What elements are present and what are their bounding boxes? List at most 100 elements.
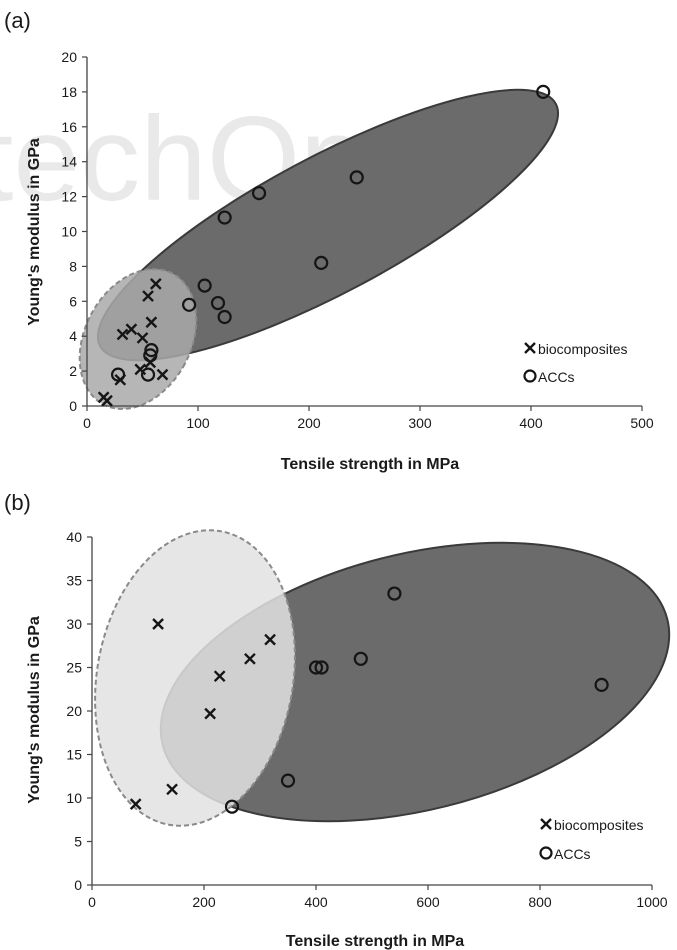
chart-a-legend-biocomposites: biocomposites	[538, 341, 628, 357]
chart-b-biocomposite-point	[213, 670, 226, 683]
chart-a-legend-x-glyph-stroke-2	[524, 342, 536, 354]
chart-a-acc-point	[143, 348, 158, 363]
chart-a-biocomposite-point-stroke-2	[125, 323, 138, 336]
chart-a-y-tick-label: 16	[61, 119, 77, 135]
chart-a-x-tick-label: 200	[297, 415, 321, 431]
chart-b-y-tick-label: 10	[66, 790, 82, 806]
chart-a-legend-o-glyph	[523, 369, 537, 383]
chart-a-regions	[78, 88, 560, 410]
chart-a-acc-point	[140, 367, 156, 382]
chart-b-biocomposite-point	[204, 707, 217, 720]
chart-b-y-tick-label: 25	[66, 660, 82, 676]
chart-a-y-axis-title: Young's modulus in GPa	[26, 138, 43, 326]
chart-a-marks	[97, 84, 551, 407]
chart-a-y-tick-label: 18	[61, 84, 77, 100]
chart-a-y-tick-label: 12	[61, 189, 77, 205]
chart-a-acc-point	[251, 186, 267, 201]
chart-b-legend-biocomposites: biocomposites	[554, 817, 644, 833]
chart-a-biocomposite-point	[136, 332, 149, 344]
chart-b-legend-o-glyph	[539, 846, 553, 860]
chart-b-biocomposite-point-stroke-2	[204, 707, 217, 720]
chart-a-legend: biocomposites ACCs	[523, 341, 628, 385]
panel-a-label: (a)	[4, 8, 31, 33]
chart-a-y-tick-label: 20	[61, 49, 77, 65]
chart-b-x-tick-label: 1000	[636, 894, 667, 910]
chart-b-biocomposite-point	[152, 618, 164, 630]
chart-b-biocomposite-point	[166, 783, 178, 796]
chart-a-acc-point	[182, 297, 197, 312]
chart-b-biocomposite-point-stroke-2	[213, 670, 226, 683]
chart-b-biocomposite-point-stroke-2	[129, 798, 142, 810]
chart-a-biocomposite-point-stroke-2	[156, 368, 169, 381]
chart-panel-b: 0 200 400 600 800 1000 0 5 10 15 20 25 30 35 40 (b) Te…	[4, 490, 671, 950]
chart-a-biocomposite-point-stroke-2	[142, 290, 154, 302]
chart-b-acc-point	[224, 799, 240, 814]
chart-a-x-tick-label: 300	[408, 415, 432, 431]
chart-a-biocomposite-point-stroke-2	[149, 278, 162, 290]
chart-b-y-tick-label: 20	[66, 703, 82, 719]
chart-b-y-tick-label: 0	[74, 877, 82, 893]
chart-b-acc-point	[314, 660, 329, 675]
chart-a-acc-point	[110, 367, 126, 382]
chart-b-x-tick-label: 800	[528, 894, 552, 910]
panel-b-label: (b)	[4, 490, 31, 515]
chart-a-biocomposite-point	[134, 363, 147, 376]
chart-a-x-tick-label: 0	[83, 415, 91, 431]
chart-b-regions	[94, 529, 671, 827]
chart-b-legend-accs: ACCs	[554, 846, 591, 862]
chart-a-biocomposite-point-stroke-2	[145, 316, 158, 329]
chart-a-x-tick-label: 500	[630, 415, 654, 431]
chart-a-acc-point	[349, 170, 364, 185]
chart-b-x-axis-title: Tensile strength in MPa	[286, 933, 465, 950]
chart-a-biocomposite-point-stroke-2	[101, 394, 113, 407]
chart-b-y-tick-label: 15	[66, 747, 82, 763]
chart-a-axes: 0 100 200 300 400 500 0 2 4 6 8 10 12 14 16 18 20	[61, 49, 653, 431]
chart-a-y-tick-label: 0	[69, 398, 77, 414]
chart-a-biocomposite-point-stroke-2	[136, 332, 149, 344]
chart-b-acc-point	[594, 677, 609, 693]
chart-a-acc-point	[144, 343, 159, 358]
chart-b-acc-point	[387, 586, 402, 601]
chart-a-x-tick-label: 400	[519, 415, 543, 431]
chart-a-legend-o-marker	[523, 369, 537, 383]
chart-b-biocomposite-point-stroke-2	[244, 652, 256, 665]
chart-b-y-tick-label: 30	[66, 616, 82, 632]
chart-b-x-tick-label: 600	[416, 894, 440, 910]
chart-b-legend: biocomposites ACCs	[539, 817, 644, 862]
chart-a-biocomposite-point	[101, 394, 113, 407]
chart-a-legend-x-marker	[524, 342, 536, 354]
biocomposites-region-b	[94, 529, 296, 827]
chart-b-legend-x-marker	[540, 818, 552, 830]
chart-b-marks	[129, 586, 609, 814]
chart-a-biocomposite-point	[142, 290, 154, 302]
chart-b-axes: 0 200 400 600 800 1000 0 5 10 15 20 25 30 35 40	[66, 529, 667, 910]
chart-b-biocomposite-point-stroke-2	[264, 633, 276, 646]
chart-a-acc-point	[314, 255, 329, 271]
chart-b-y-tick-label: 40	[66, 529, 82, 545]
chart-a-y-tick-label: 2	[69, 363, 77, 379]
chart-a-acc-point	[197, 278, 212, 293]
chart-b-biocomposite-point	[129, 798, 142, 810]
chart-a-y-tick-label: 6	[69, 293, 77, 309]
chart-a-acc-point	[210, 295, 226, 311]
chart-b-y-tick-label: 35	[66, 573, 82, 589]
chart-a-x-tick-label: 100	[186, 415, 210, 431]
chart-a-biocomposite-point	[156, 368, 169, 381]
chart-b-biocomposite-point	[244, 652, 256, 665]
chart-b-legend-o-marker	[539, 846, 553, 860]
chart-a-biocomposite-point-stroke-2	[116, 328, 129, 341]
chart-b-acc-point	[353, 651, 368, 666]
chart-panel-a: 0 100 200 300 400 500 0 2 4 6 8 10 12 14 16 18 20 (a) Te…	[4, 8, 654, 473]
chart-b-acc-point	[308, 660, 324, 675]
chart-b-biocomposite-point	[264, 633, 276, 646]
chart-a-legend-accs: ACCs	[538, 369, 575, 385]
chart-a-biocomposite-point	[125, 323, 138, 336]
chart-a-acc-point	[536, 84, 551, 100]
chart-b-y-axis-title: Young's modulus in GPa	[26, 616, 43, 804]
chart-a-acc-point	[217, 210, 232, 225]
chart-b-x-tick-label: 200	[192, 894, 216, 910]
chart-a-y-tick-label: 8	[69, 258, 77, 274]
chart-a-y-tick-label: 4	[69, 328, 77, 344]
chart-b-legend-x-glyph	[540, 818, 552, 830]
